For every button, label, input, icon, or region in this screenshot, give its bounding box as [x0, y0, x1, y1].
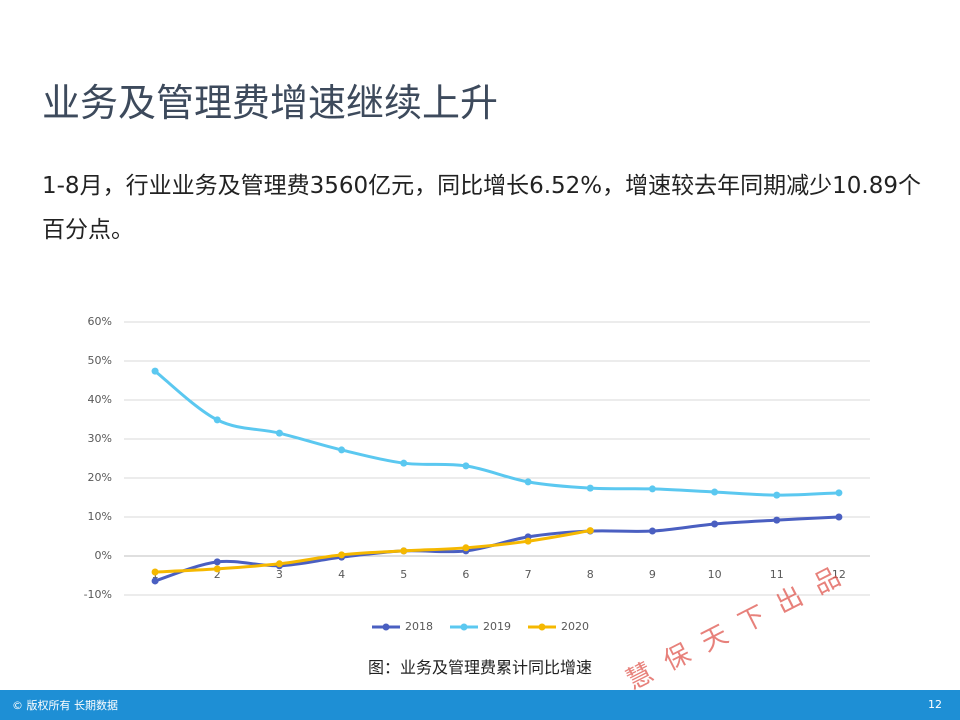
data-point — [400, 459, 408, 467]
chart: -10%0%10%20%30%40%50%60%1234567891011122… — [84, 315, 870, 690]
data-point — [151, 577, 159, 585]
x-tick-label: 11 — [770, 568, 784, 581]
series-line — [153, 515, 841, 583]
data-point — [524, 537, 532, 545]
data-point — [773, 491, 781, 499]
y-tick-label: 0% — [95, 549, 112, 562]
x-tick-label: 3 — [276, 568, 283, 581]
legend-label: 2019 — [483, 620, 511, 633]
data-point — [648, 485, 656, 493]
data-point — [275, 560, 283, 568]
data-point — [835, 489, 843, 497]
data-point — [648, 527, 656, 535]
series-line — [153, 529, 592, 574]
data-point — [711, 488, 719, 496]
legend-marker — [382, 623, 390, 631]
data-point — [711, 520, 719, 528]
data-point — [338, 551, 346, 559]
data-point — [213, 416, 221, 424]
body-text: 1-8月，行业业务及管理费3560亿元，同比增长6.52%，增速较去年同期减少1… — [42, 173, 922, 243]
y-tick-label: -10% — [84, 588, 112, 601]
x-tick-label: 4 — [338, 568, 345, 581]
legend-marker — [460, 623, 468, 631]
y-tick-label: 30% — [88, 432, 112, 445]
y-tick-label: 40% — [88, 393, 112, 406]
slide-title: 业务及管理费增速继续上升 — [42, 81, 499, 125]
data-point — [835, 513, 843, 521]
x-tick-label: 9 — [649, 568, 656, 581]
x-tick-label: 2 — [214, 568, 221, 581]
data-point — [151, 568, 159, 576]
x-tick-label: 10 — [708, 568, 722, 581]
x-tick-label: 8 — [587, 568, 594, 581]
data-point — [462, 462, 470, 470]
footer: © 版权所有 长期数据 12 — [0, 690, 960, 720]
page-number: 12 — [928, 698, 942, 711]
y-tick-label: 50% — [88, 354, 112, 367]
data-point — [462, 544, 470, 552]
legend-label: 2018 — [405, 620, 433, 633]
series-line — [153, 369, 841, 497]
data-point — [213, 558, 221, 566]
data-point — [524, 478, 532, 486]
caption: 图：业务及管理费累计同比增速 — [367, 658, 592, 677]
x-tick-label: 5 — [400, 568, 407, 581]
data-point — [586, 527, 594, 535]
data-point — [586, 484, 594, 492]
data-point — [275, 429, 283, 437]
x-tick-label: 7 — [525, 568, 532, 581]
x-tick-label: 12 — [832, 568, 846, 581]
data-point — [338, 446, 346, 454]
copyright: © 版权所有 长期数据 — [12, 699, 118, 712]
data-point — [151, 367, 159, 375]
data-point — [773, 516, 781, 524]
legend-marker — [538, 623, 546, 631]
data-point — [213, 565, 221, 573]
y-tick-label: 60% — [88, 315, 112, 328]
y-tick-label: 10% — [88, 510, 112, 523]
x-tick-label: 6 — [462, 568, 469, 581]
legend-label: 2020 — [561, 620, 589, 633]
y-tick-label: 20% — [88, 471, 112, 484]
data-point — [400, 547, 408, 555]
